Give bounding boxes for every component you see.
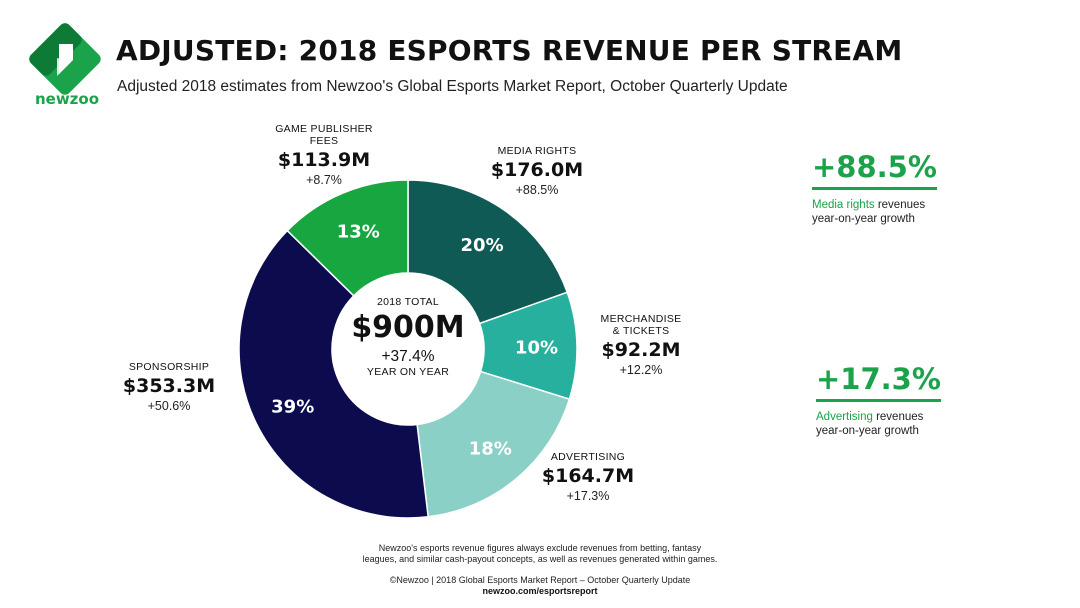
callout-value: +88.5% <box>812 150 937 190</box>
segment-growth: +88.5% <box>515 183 559 197</box>
total-growth-caption: YEAR ON YEAR <box>366 366 450 378</box>
footnote-line: leagues, and similar cash-payout concept… <box>362 554 718 564</box>
label-game-publisher-fees: GAME PUBLISHER FEES $113.9M +8.7% <box>252 123 396 187</box>
donut-slice-advertising <box>416 370 571 518</box>
label-media-rights: MEDIA RIGHTS $176.0M +88.5% <box>472 145 602 197</box>
callout-value: +17.3% <box>816 362 941 402</box>
segment-growth: +12.2% <box>619 363 663 377</box>
callout-line2: year-on-year growth <box>816 425 919 437</box>
segment-name: ADVERTISING <box>550 451 626 463</box>
donut-slice-media-rights <box>407 179 569 325</box>
footnote: Newzoo's esports revenue figures always … <box>240 543 840 565</box>
segment-name: GAME PUBLISHER <box>275 123 373 135</box>
total-caption: 2018 TOTAL <box>377 296 439 308</box>
label-merchandise-tickets: MERCHANDISE & TICKETS $92.2M +12.2% <box>578 313 704 377</box>
segment-growth: +17.3% <box>566 489 610 503</box>
donut-slice-game-publisher-fees <box>286 179 409 297</box>
segment-growth: +50.6% <box>147 399 191 413</box>
segment-name: & TICKETS <box>612 325 670 337</box>
callout-highlight: Media rights <box>812 199 875 211</box>
logo-wordmark: newzoo <box>34 90 100 108</box>
source-credit: ©Newzoo | 2018 Global Esports Market Rep… <box>389 575 691 585</box>
segment-value: $176.0M <box>490 159 584 181</box>
callout-text: Media rights revenues year-on-year growt… <box>812 198 1012 226</box>
page-title: ADJUSTED: 2018 ESPORTS REVENUE PER STREA… <box>116 34 903 67</box>
callout-rest: revenues <box>874 199 926 211</box>
segment-name: MERCHANDISE <box>600 313 682 325</box>
segment-name: MEDIA RIGHTS <box>497 145 577 157</box>
segment-name: SPONSORSHIP <box>128 361 210 373</box>
slice-percent-label: 10% <box>515 337 558 358</box>
segment-value: $113.9M <box>277 149 371 171</box>
callout-highlight: Advertising <box>816 411 873 423</box>
donut-center: 2018 TOTAL $900M +37.4% YEAR ON YEAR <box>332 296 484 378</box>
callout-text: Advertising revenues year-on-year growth <box>816 410 1016 438</box>
slice-percent-label: 18% <box>469 439 512 460</box>
callout-rest: revenues <box>872 411 924 423</box>
donut-slice-sponsorship <box>238 229 430 519</box>
slice-percent-label: 39% <box>271 397 314 418</box>
label-sponsorship: SPONSORSHIP $353.3M +50.6% <box>108 361 230 413</box>
segment-value: $92.2M <box>601 339 681 361</box>
segment-value: $164.7M <box>541 465 635 487</box>
newzoo-logo <box>29 23 101 95</box>
callout-advertising-growth: +17.3% Advertising revenues year-on-year… <box>816 362 1016 438</box>
label-advertising: ADVERTISING $164.7M +17.3% <box>524 451 652 503</box>
segment-value: $353.3M <box>122 375 216 397</box>
footnote-line: Newzoo's esports revenue figures always … <box>378 543 702 553</box>
page-subtitle: Adjusted 2018 estimates from Newzoo's Gl… <box>117 78 788 95</box>
source-url[interactable]: newzoo.com/esportsreport <box>482 586 598 596</box>
slice-percent-label: 20% <box>461 235 504 256</box>
total-value: $900M <box>351 310 465 345</box>
segment-growth: +8.7% <box>306 173 342 187</box>
callout-media-rights-growth: +88.5% Media rights revenues year-on-yea… <box>812 150 1012 226</box>
total-growth: +37.4% <box>381 348 435 365</box>
segment-name: FEES <box>309 135 339 147</box>
slice-percent-label: 13% <box>337 222 380 243</box>
callout-line2: year-on-year growth <box>812 213 915 225</box>
